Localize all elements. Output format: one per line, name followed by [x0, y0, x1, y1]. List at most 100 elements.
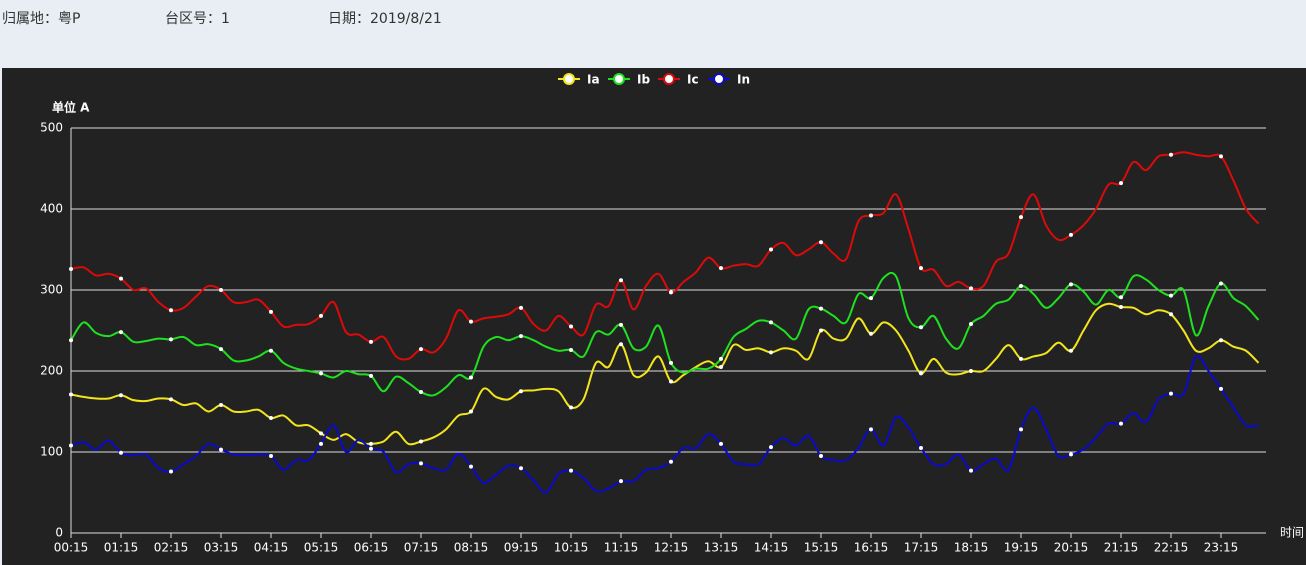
x-tick-label: 20:15: [1054, 541, 1089, 555]
data-point: [69, 443, 73, 448]
x-tick-label: 01:15: [104, 541, 139, 555]
data-point: [469, 409, 473, 414]
data-point: [319, 371, 323, 376]
legend-marker: [613, 73, 625, 85]
data-point: [1219, 386, 1223, 391]
data-point: [269, 309, 273, 314]
legend-marker: [663, 73, 675, 85]
data-point: [319, 313, 323, 318]
x-tick-label: 04:15: [254, 541, 289, 555]
x-tick-label: 11:15: [604, 541, 639, 555]
data-point: [969, 322, 973, 327]
legend-label: Ia: [587, 73, 600, 87]
data-point: [869, 213, 873, 218]
y-tick-label: 300: [40, 283, 63, 297]
data-point: [469, 319, 473, 324]
data-point: [919, 325, 923, 330]
x-tick-label: 03:15: [204, 541, 239, 555]
x-tick-label: 13:15: [704, 541, 739, 555]
data-point: [1119, 295, 1123, 300]
data-point: [1169, 312, 1173, 317]
data-point: [119, 393, 123, 398]
data-point: [69, 338, 73, 343]
data-point: [719, 356, 723, 361]
data-point: [369, 446, 373, 451]
data-point: [969, 369, 973, 373]
data-point: [269, 348, 273, 353]
data-point: [519, 389, 523, 394]
data-point: [919, 371, 923, 376]
data-point: [269, 415, 273, 420]
data-point: [469, 375, 473, 380]
data-point: [869, 331, 873, 336]
x-tick-label: 17:15: [904, 541, 939, 555]
data-point: [419, 347, 423, 352]
x-tick-label: 02:15: [154, 541, 189, 555]
data-point: [1119, 305, 1123, 310]
data-point: [1169, 391, 1173, 396]
x-tick-label: 08:15: [454, 541, 489, 555]
data-point: [1169, 293, 1173, 298]
data-point: [819, 240, 823, 245]
data-point: [419, 390, 423, 395]
data-point: [619, 322, 623, 327]
date: 日期：2019/8/21: [328, 11, 442, 27]
legend-label: Ic: [687, 73, 699, 87]
data-point: [219, 403, 223, 408]
data-point: [69, 392, 73, 397]
x-tick-label: 05:15: [304, 541, 339, 555]
data-point: [769, 350, 773, 355]
data-point: [919, 445, 923, 450]
data-point: [469, 464, 473, 469]
data-point: [1069, 282, 1073, 287]
data-point: [1119, 181, 1123, 186]
data-point: [719, 266, 723, 271]
data-point: [969, 286, 973, 291]
data-point: [569, 405, 573, 410]
data-point: [719, 441, 723, 446]
data-point: [569, 347, 573, 352]
data-point: [1219, 338, 1223, 343]
data-point: [169, 469, 173, 474]
x-tick-label: 07:15: [404, 541, 439, 555]
x-tick-label: 19:15: [1004, 541, 1039, 555]
x-tick-label: 12:15: [654, 541, 689, 555]
data-point: [119, 450, 123, 455]
data-point: [319, 431, 323, 436]
data-point: [1069, 452, 1073, 457]
y-axis-label: 单位 A: [52, 100, 90, 115]
x-tick-label: 22:15: [1154, 541, 1189, 555]
data-point: [219, 347, 223, 352]
x-axis-label: 时间: [1280, 526, 1304, 540]
chart: 单位 A 时间 0 100 200 300 400 500 00:15 01:15 02:15 0…: [2, 68, 1306, 565]
data-point: [869, 296, 873, 301]
data-point: [69, 266, 73, 271]
data-point: [519, 334, 523, 339]
station: 台区号：1: [165, 11, 230, 27]
data-point: [1069, 348, 1073, 353]
data-point: [1019, 427, 1023, 432]
data-point: [1219, 281, 1223, 286]
data-point: [319, 441, 323, 446]
data-point: [819, 454, 823, 459]
x-tick-label: 15:15: [804, 541, 839, 555]
data-point: [169, 308, 173, 313]
data-point: [619, 479, 623, 484]
data-point: [669, 379, 673, 384]
chart-bg: [2, 68, 1306, 565]
data-point: [519, 466, 523, 471]
x-tick-label: 06:15: [354, 541, 389, 555]
legend-label: Ib: [637, 73, 650, 87]
x-tick-label: 23:15: [1204, 541, 1239, 555]
x-tick-label: 18:15: [954, 541, 989, 555]
data-point: [1069, 232, 1073, 237]
data-point: [1019, 283, 1023, 288]
data-point: [519, 305, 523, 310]
legend-marker: [563, 73, 575, 85]
data-point: [169, 397, 173, 402]
x-tick-label: 14:15: [754, 541, 789, 555]
data-point: [1119, 421, 1123, 426]
x-tick-label: 00:15: [54, 541, 89, 555]
data-point: [369, 441, 373, 446]
